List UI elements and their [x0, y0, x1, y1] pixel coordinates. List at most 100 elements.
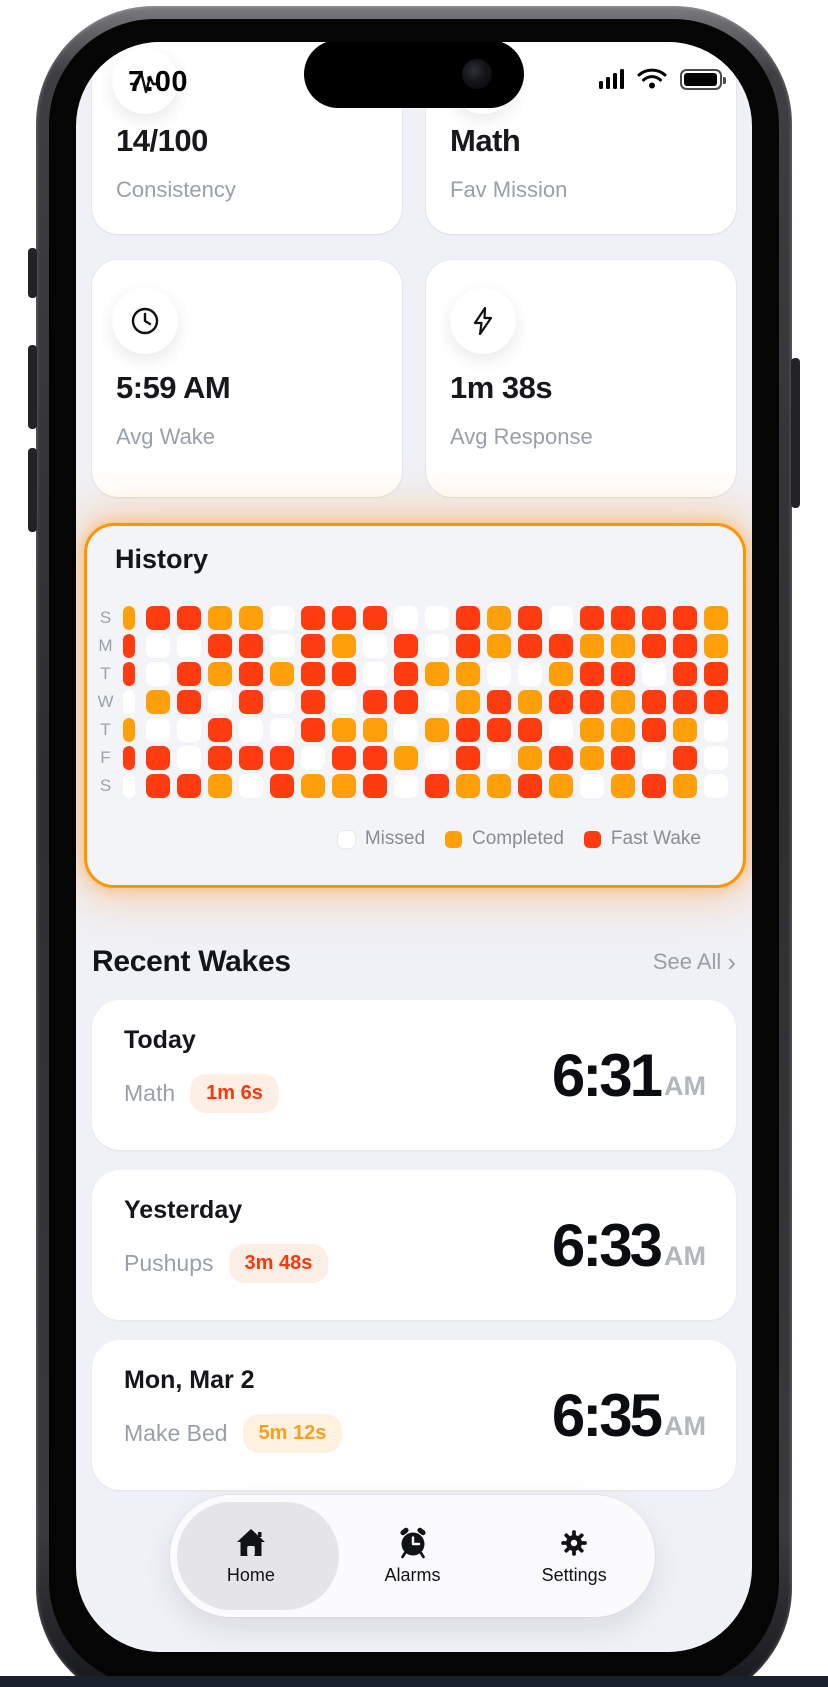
history-cell[interactable]: [642, 774, 666, 798]
wake-row-yesterday[interactable]: Yesterday Pushups 3m 48s 6:33 AM: [92, 1170, 736, 1320]
history-cell[interactable]: [425, 690, 449, 714]
power-button[interactable]: [791, 358, 800, 508]
history-cell[interactable]: [394, 662, 418, 686]
history-cell[interactable]: [177, 774, 201, 798]
history-cell[interactable]: [146, 690, 170, 714]
history-cell[interactable]: [363, 606, 387, 630]
history-cell[interactable]: [208, 774, 232, 798]
history-cell[interactable]: [549, 690, 573, 714]
history-cell[interactable]: [487, 606, 511, 630]
history-cell[interactable]: [518, 718, 542, 742]
history-cell[interactable]: [704, 634, 728, 658]
history-cell[interactable]: [394, 634, 418, 658]
history-cell[interactable]: [239, 718, 263, 742]
history-cell[interactable]: [301, 634, 325, 658]
history-cell[interactable]: [580, 774, 604, 798]
history-cell[interactable]: [332, 746, 356, 770]
history-cell[interactable]: [518, 746, 542, 770]
history-cell[interactable]: [363, 690, 387, 714]
history-cell[interactable]: [456, 662, 480, 686]
history-cell[interactable]: [301, 746, 325, 770]
history-cell[interactable]: [425, 606, 449, 630]
history-cell[interactable]: [123, 746, 135, 770]
history-cell[interactable]: [146, 718, 170, 742]
history-cell[interactable]: [270, 634, 294, 658]
history-cell[interactable]: [239, 662, 263, 686]
history-cell[interactable]: [642, 662, 666, 686]
history-cell[interactable]: [487, 690, 511, 714]
history-cell[interactable]: [673, 606, 697, 630]
history-cell[interactable]: [425, 774, 449, 798]
history-cell[interactable]: [332, 634, 356, 658]
history-cell[interactable]: [611, 606, 635, 630]
history-cell[interactable]: [704, 718, 728, 742]
history-cell[interactable]: [518, 606, 542, 630]
history-cell[interactable]: [580, 662, 604, 686]
history-cell[interactable]: [704, 774, 728, 798]
history-cell[interactable]: [394, 746, 418, 770]
history-cell[interactable]: [332, 718, 356, 742]
history-cell[interactable]: [394, 690, 418, 714]
history-cell[interactable]: [123, 774, 135, 798]
history-cell[interactable]: [518, 690, 542, 714]
history-cell[interactable]: [301, 718, 325, 742]
history-cell[interactable]: [239, 634, 263, 658]
history-cell[interactable]: [425, 662, 449, 686]
history-cell[interactable]: [208, 690, 232, 714]
wake-row-mon-mar-2[interactable]: Mon, Mar 2 Make Bed 5m 12s 6:35 AM: [92, 1340, 736, 1490]
history-cell[interactable]: [673, 662, 697, 686]
history-cell[interactable]: [456, 774, 480, 798]
history-cell[interactable]: [239, 606, 263, 630]
history-cell[interactable]: [177, 690, 201, 714]
history-cell[interactable]: [363, 634, 387, 658]
volume-down-button[interactable]: [28, 448, 37, 532]
history-cell[interactable]: [580, 634, 604, 658]
history-cell[interactable]: [580, 690, 604, 714]
history-cell[interactable]: [177, 746, 201, 770]
history-cell[interactable]: [518, 774, 542, 798]
history-cell[interactable]: [239, 746, 263, 770]
history-cell[interactable]: [123, 690, 135, 714]
history-cell[interactable]: [239, 774, 263, 798]
history-cell[interactable]: [123, 606, 135, 630]
history-cell[interactable]: [487, 718, 511, 742]
history-cell[interactable]: [580, 718, 604, 742]
history-cell[interactable]: [363, 774, 387, 798]
history-cell[interactable]: [146, 634, 170, 658]
volume-up-button[interactable]: [28, 345, 37, 429]
history-cell[interactable]: [487, 634, 511, 658]
history-cell[interactable]: [611, 690, 635, 714]
history-cell[interactable]: [611, 774, 635, 798]
tab-alarms[interactable]: Alarms: [332, 1495, 494, 1617]
history-cell[interactable]: [549, 718, 573, 742]
history-cell[interactable]: [642, 746, 666, 770]
history-cell[interactable]: [123, 634, 135, 658]
history-cell[interactable]: [673, 718, 697, 742]
history-cell[interactable]: [549, 634, 573, 658]
history-cell[interactable]: [642, 606, 666, 630]
history-cell[interactable]: [611, 634, 635, 658]
history-cell[interactable]: [704, 690, 728, 714]
history-cell[interactable]: [301, 690, 325, 714]
history-cell[interactable]: [487, 774, 511, 798]
history-cell[interactable]: [301, 662, 325, 686]
history-cell[interactable]: [456, 690, 480, 714]
history-cell[interactable]: [146, 662, 170, 686]
history-cell[interactable]: [487, 662, 511, 686]
history-cell[interactable]: [518, 634, 542, 658]
history-cell[interactable]: [146, 606, 170, 630]
history-cell[interactable]: [394, 774, 418, 798]
history-cell[interactable]: [146, 746, 170, 770]
history-cell[interactable]: [270, 690, 294, 714]
history-cell[interactable]: [394, 718, 418, 742]
history-cell[interactable]: [456, 746, 480, 770]
history-cell[interactable]: [270, 774, 294, 798]
history-cell[interactable]: [332, 774, 356, 798]
tab-home[interactable]: Home: [170, 1495, 332, 1617]
history-cell[interactable]: [394, 606, 418, 630]
history-cell[interactable]: [580, 606, 604, 630]
history-cell[interactable]: [363, 662, 387, 686]
tab-settings[interactable]: Settings: [493, 1495, 655, 1617]
history-cell[interactable]: [425, 634, 449, 658]
history-cell[interactable]: [549, 662, 573, 686]
